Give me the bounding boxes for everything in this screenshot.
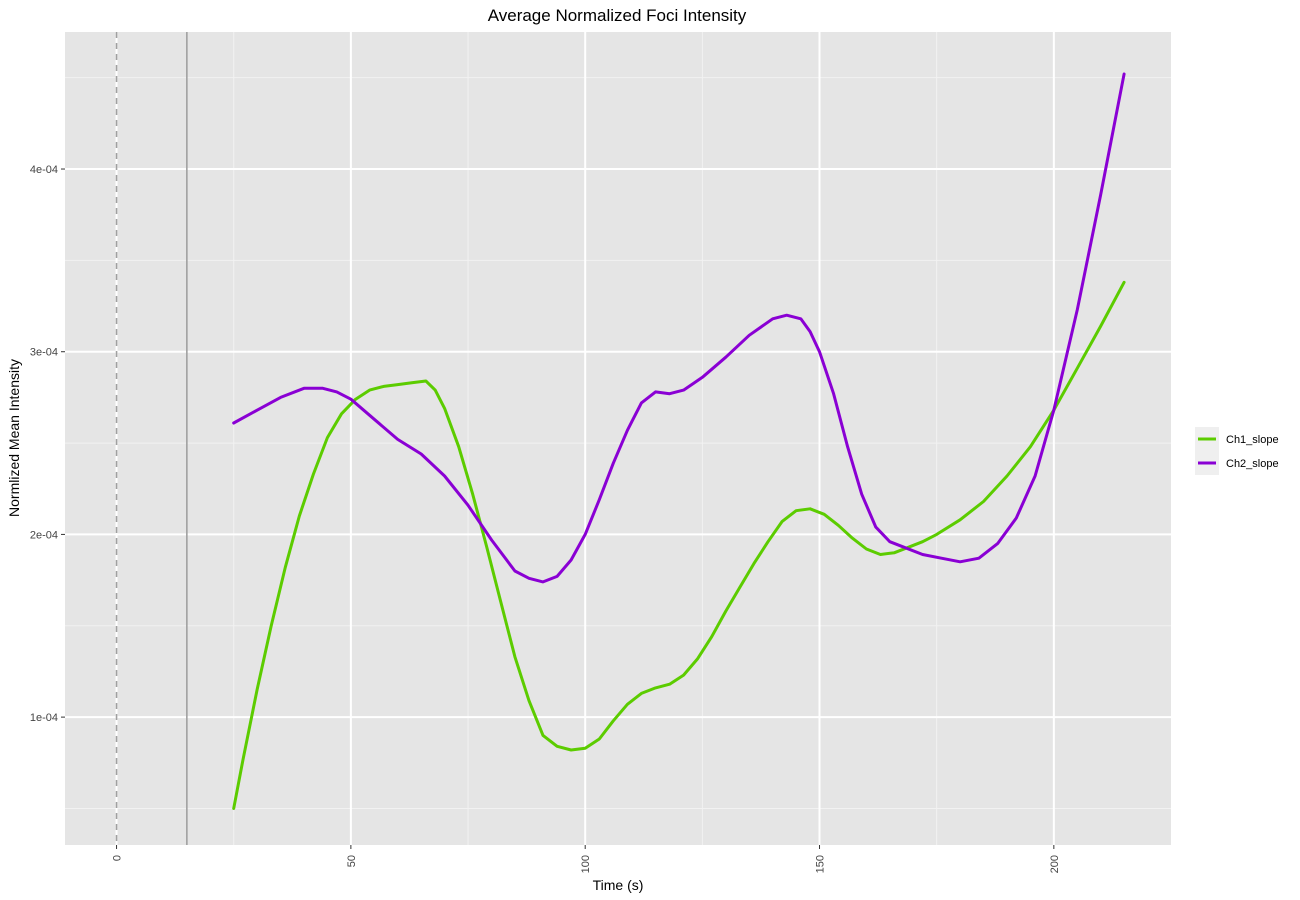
x-tick-label: 200 [1049, 855, 1061, 873]
x-axis-ticks: 0 50 100 150 200 [112, 845, 1061, 873]
series-line-ch2-slope [232, 72, 1126, 584]
y-axis-ticks: 1e-04 2e-04 3e-04 4e-04 [30, 164, 65, 724]
y-tick-label: 3e-04 [30, 347, 58, 359]
series-lines [232, 72, 1126, 810]
x-axis-label: Time (s) [593, 877, 644, 893]
chart-title: Average Normalized Foci Intensity [488, 6, 747, 25]
plot-panel [65, 32, 1171, 845]
x-tick-label: 150 [815, 855, 827, 873]
y-tick-label: 2e-04 [30, 529, 58, 541]
grid-minor [65, 32, 1171, 845]
reference-lines [115, 32, 188, 845]
x-tick-label: 50 [346, 855, 358, 867]
y-tick-label: 4e-04 [30, 164, 58, 176]
legend-label: Ch1_slope [1226, 434, 1279, 446]
grid-major [65, 32, 1171, 845]
series-line-ch1-slope [232, 280, 1126, 810]
x-tick-label: 0 [112, 855, 124, 861]
y-axis-label: Normlized Mean Intensity [6, 359, 22, 517]
legend-label: Ch2_slope [1226, 458, 1279, 470]
legend: Ch1_slope Ch2_slope [1195, 427, 1279, 475]
y-tick-label: 1e-04 [30, 712, 58, 724]
x-tick-label: 100 [580, 855, 592, 873]
